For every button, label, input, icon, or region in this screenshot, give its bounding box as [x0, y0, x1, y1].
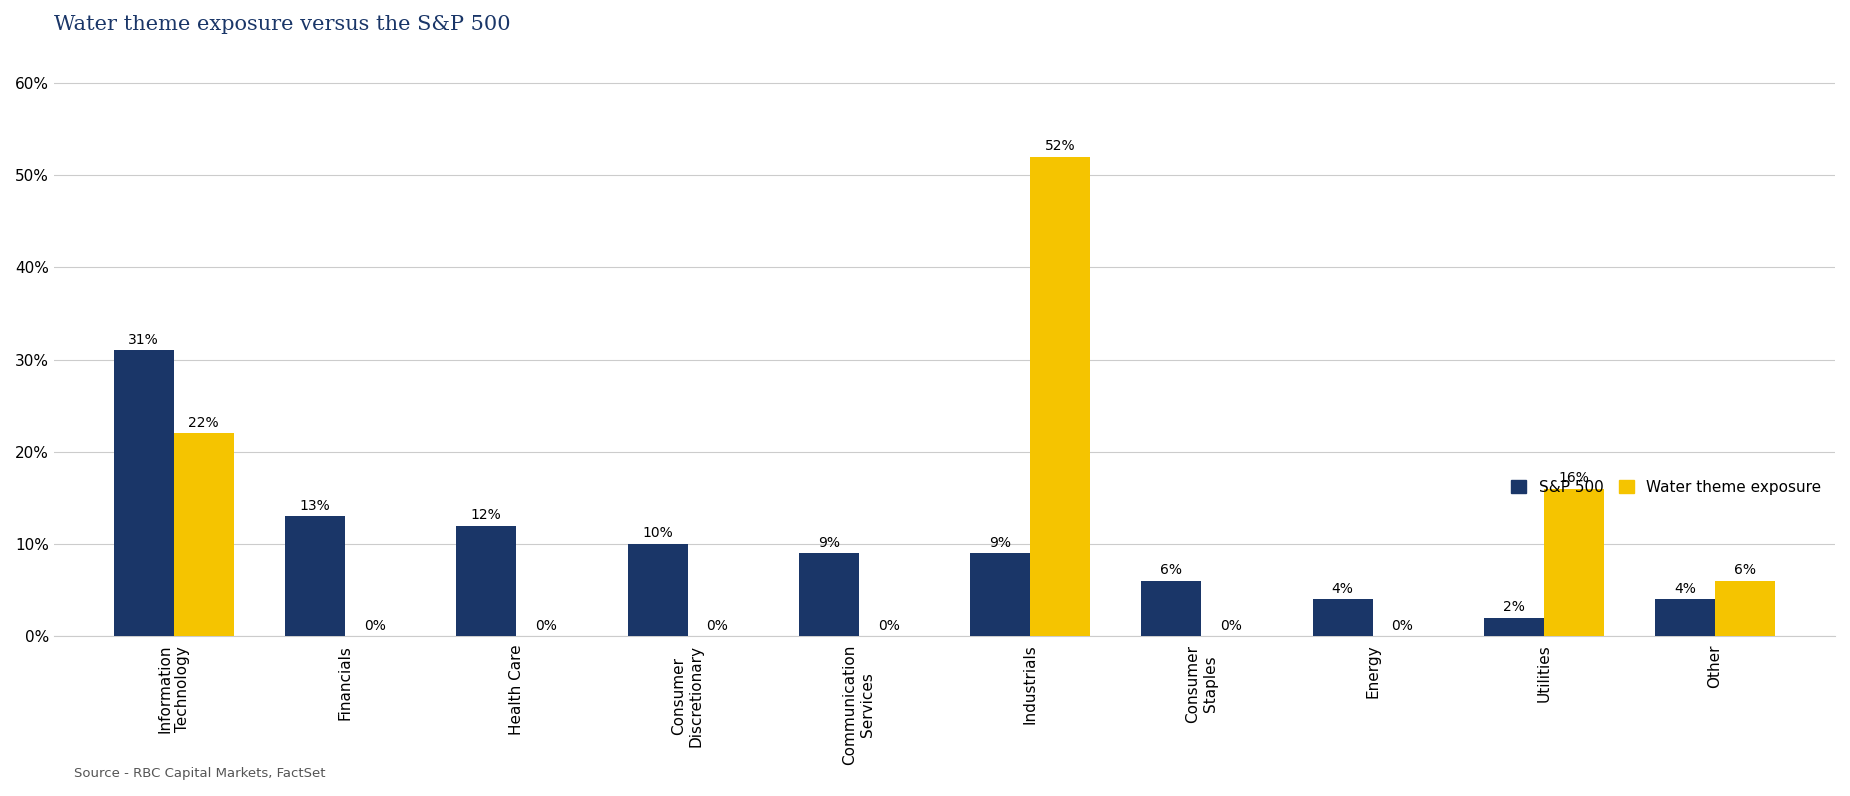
Bar	[115, 350, 174, 636]
Bar	[174, 433, 233, 636]
Bar	[799, 553, 858, 636]
Text: 10%: 10%	[642, 526, 673, 540]
Bar	[1314, 599, 1373, 636]
Bar	[285, 517, 344, 636]
Text: 12%: 12%	[472, 508, 501, 522]
Bar	[1141, 581, 1201, 636]
Text: 0%: 0%	[364, 618, 387, 633]
Text: 0%: 0%	[535, 618, 557, 633]
Bar	[1656, 599, 1715, 636]
Text: 0%: 0%	[1221, 618, 1241, 633]
Bar	[1715, 581, 1774, 636]
Text: 52%: 52%	[1045, 139, 1075, 153]
Text: 13%: 13%	[300, 499, 331, 513]
Bar	[457, 525, 516, 636]
Text: 0%: 0%	[707, 618, 729, 633]
Bar	[969, 553, 1030, 636]
Text: 4%: 4%	[1674, 582, 1696, 595]
Text: Source - RBC Capital Markets, FactSet: Source - RBC Capital Markets, FactSet	[74, 767, 326, 780]
Text: Water theme exposure versus the S&P 500: Water theme exposure versus the S&P 500	[54, 15, 511, 34]
Text: 31%: 31%	[128, 333, 159, 346]
Text: 16%: 16%	[1558, 471, 1589, 485]
Bar	[1030, 157, 1090, 636]
Text: 22%: 22%	[189, 416, 218, 430]
Text: 0%: 0%	[1391, 618, 1413, 633]
Text: 9%: 9%	[818, 536, 840, 549]
Bar	[1545, 489, 1604, 636]
Bar	[627, 544, 688, 636]
Text: 0%: 0%	[879, 618, 899, 633]
Text: 6%: 6%	[1160, 564, 1182, 577]
Bar	[1484, 618, 1545, 636]
Text: 4%: 4%	[1332, 582, 1354, 595]
Text: 6%: 6%	[1733, 564, 1756, 577]
Text: 2%: 2%	[1502, 600, 1524, 615]
Text: 9%: 9%	[990, 536, 1012, 549]
Legend: S&P 500, Water theme exposure: S&P 500, Water theme exposure	[1506, 474, 1828, 501]
